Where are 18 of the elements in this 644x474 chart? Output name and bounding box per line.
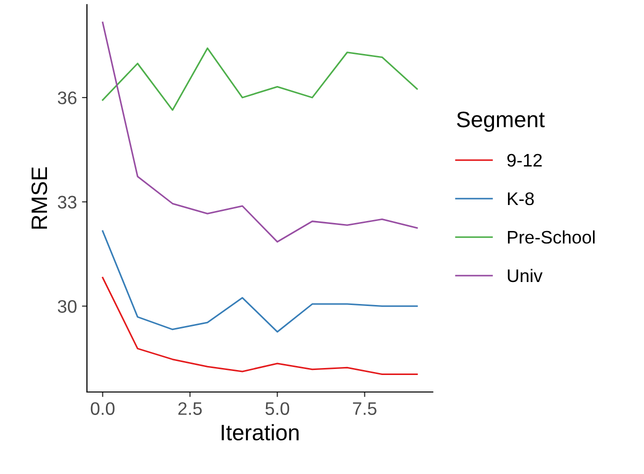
legend-label: Pre-School bbox=[508, 230, 595, 244]
legend-title: Segment bbox=[456, 112, 545, 132]
x-tick-label: 7.5 bbox=[353, 402, 376, 415]
line-series bbox=[102, 276, 418, 376]
y-axis-title: RMSE bbox=[31, 167, 48, 229]
y-tick-label: 36 bbox=[58, 91, 76, 104]
legend-label: K-8 bbox=[508, 192, 534, 206]
line-series bbox=[102, 230, 418, 333]
legend-label: Univ bbox=[508, 268, 543, 282]
line-series bbox=[102, 22, 418, 243]
line-series bbox=[102, 47, 418, 111]
legend-label: 9-12 bbox=[507, 154, 542, 167]
x-tick-label: 5.0 bbox=[265, 402, 290, 415]
y-tick-label: 30 bbox=[58, 300, 77, 313]
y-tick-label: 33 bbox=[58, 196, 76, 209]
x-tick-label: 2.5 bbox=[178, 402, 202, 415]
x-axis-title: Iteration bbox=[222, 424, 299, 440]
x-tick-label: 0.0 bbox=[90, 402, 115, 415]
